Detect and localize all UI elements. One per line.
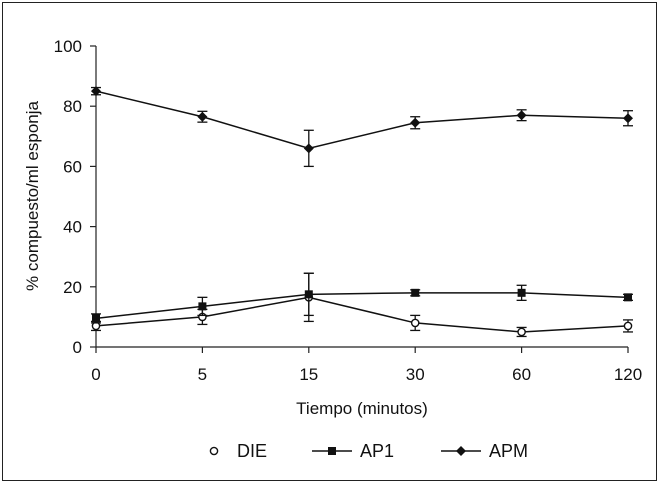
data-point-apm [516, 110, 527, 121]
y-tick-label: 20 [63, 278, 82, 297]
x-tick-label: 0 [91, 365, 100, 384]
legend-label: DIE [237, 441, 267, 461]
chart-frame [2, 2, 657, 481]
legend-marker [209, 446, 219, 456]
data-point-die [623, 321, 633, 331]
y-tick-label: 40 [63, 218, 82, 237]
x-tick-label: 120 [614, 365, 642, 384]
legend-marker [328, 447, 336, 455]
x-tick-label: 5 [198, 365, 207, 384]
data-point-ap1 [624, 293, 632, 302]
data-point-apm [303, 143, 314, 154]
data-point-apm [91, 86, 101, 97]
legend-label: AP1 [360, 441, 394, 461]
legend-item-die: DIE [209, 441, 267, 461]
legend: DIE AP1 APM [209, 441, 528, 461]
y-tick-label: 60 [63, 157, 82, 176]
legend-marker [456, 446, 466, 456]
series-ap1 [91, 272, 633, 324]
data-point-ap1 [92, 314, 100, 323]
y-axis-title: % compuesto/ml esponja [23, 100, 42, 290]
x-tick-label: 60 [512, 365, 531, 384]
x-tick-label: 30 [406, 365, 425, 384]
legend-item-apm: APM [441, 441, 528, 461]
data-point-die [410, 318, 420, 328]
series-line-ap1 [95, 292, 629, 320]
series-die [91, 272, 633, 338]
series-line-die [95, 296, 629, 333]
y-tick-label: 100 [54, 37, 82, 56]
chart-axes: 0 20 40 60 80 100 0 5 15 30 60 120 [54, 37, 643, 384]
series-line-apm [95, 90, 629, 150]
legend-item-ap1: AP1 [312, 441, 394, 461]
series-apm [91, 86, 633, 168]
data-point-apm [410, 117, 421, 128]
data-point-apm [197, 111, 208, 122]
chart-series [91, 86, 633, 338]
y-tick-label: 80 [63, 97, 82, 116]
legend-label: APM [489, 441, 528, 461]
data-point-ap1 [517, 288, 526, 297]
x-tick-label: 15 [299, 365, 318, 384]
y-tick-label: 0 [73, 338, 82, 357]
data-point-ap1 [411, 288, 420, 297]
data-point-ap1 [198, 302, 207, 311]
data-point-apm [623, 113, 633, 124]
x-axis-title: Tiempo (minutos) [296, 399, 428, 418]
data-point-die [517, 327, 526, 337]
data-point-ap1 [304, 290, 313, 299]
